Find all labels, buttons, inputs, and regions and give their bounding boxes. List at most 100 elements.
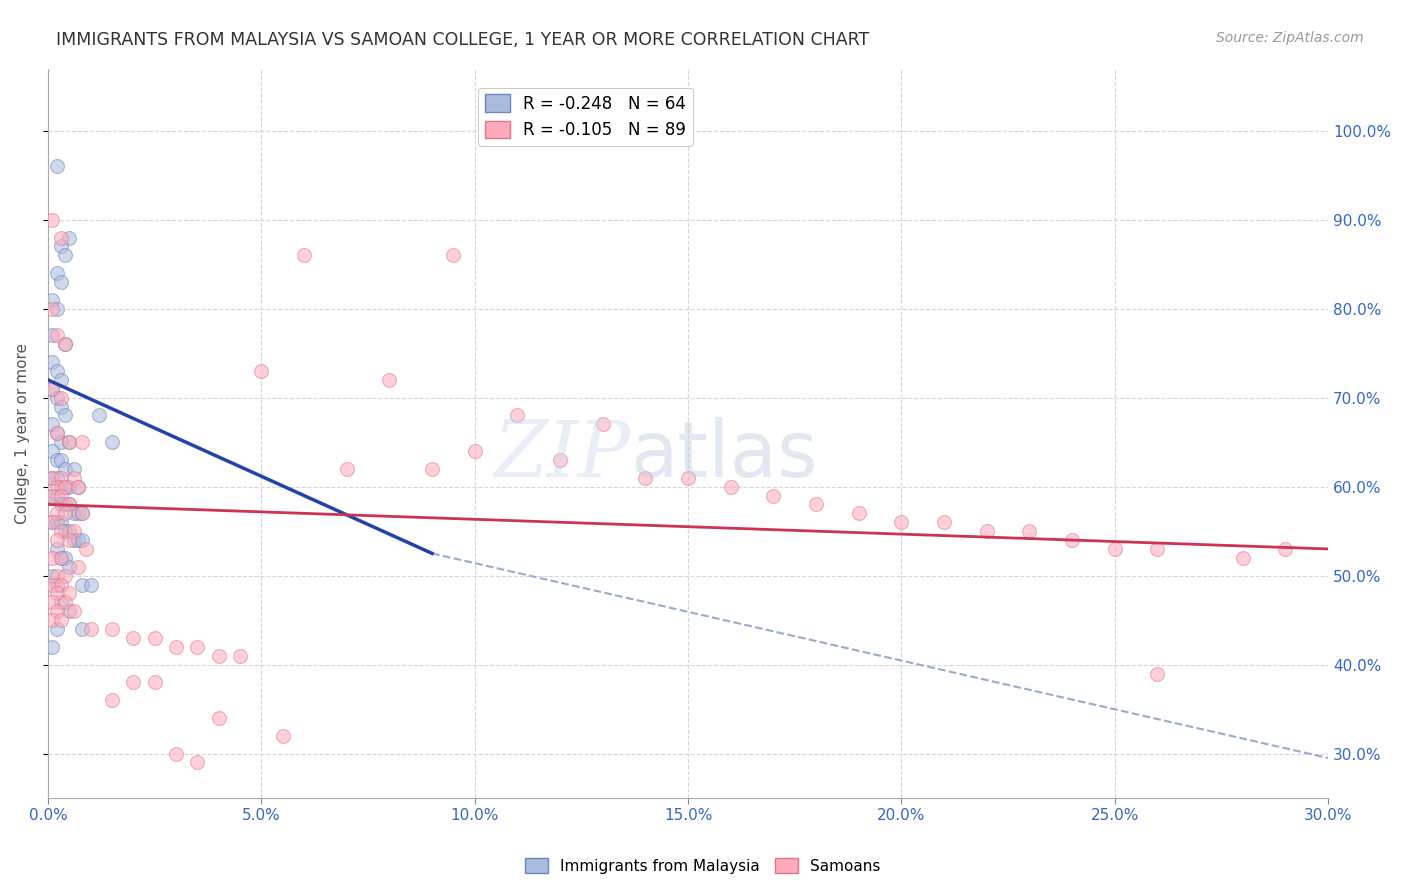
Point bbox=[41, 444, 63, 458]
Point bbox=[70, 533, 93, 547]
Point bbox=[41, 489, 63, 503]
Point bbox=[53, 248, 76, 262]
Point bbox=[45, 364, 67, 378]
Point bbox=[49, 453, 72, 467]
Point bbox=[75, 541, 97, 556]
Point bbox=[676, 471, 699, 485]
Point bbox=[53, 507, 76, 521]
Point bbox=[1232, 550, 1254, 565]
Point bbox=[53, 480, 76, 494]
Point bbox=[1146, 666, 1168, 681]
Point bbox=[58, 230, 80, 244]
Point bbox=[1146, 541, 1168, 556]
Point bbox=[49, 498, 72, 512]
Point bbox=[890, 515, 912, 529]
Point bbox=[41, 613, 63, 627]
Point bbox=[45, 426, 67, 441]
Point bbox=[292, 248, 315, 262]
Point bbox=[250, 364, 273, 378]
Point bbox=[41, 595, 63, 609]
Point bbox=[49, 471, 72, 485]
Point bbox=[58, 435, 80, 450]
Point bbox=[80, 577, 103, 591]
Text: ZIP: ZIP bbox=[494, 417, 630, 493]
Point bbox=[49, 239, 72, 253]
Point bbox=[45, 391, 67, 405]
Point bbox=[592, 417, 614, 432]
Point bbox=[41, 301, 63, 316]
Point bbox=[58, 533, 80, 547]
Point bbox=[58, 498, 80, 512]
Point bbox=[41, 382, 63, 396]
Point bbox=[49, 391, 72, 405]
Point bbox=[41, 355, 63, 369]
Point bbox=[49, 613, 72, 627]
Point bbox=[804, 498, 827, 512]
Point bbox=[45, 328, 67, 343]
Point bbox=[58, 524, 80, 538]
Point bbox=[208, 711, 231, 725]
Point bbox=[53, 337, 76, 351]
Point bbox=[45, 622, 67, 636]
Point bbox=[49, 550, 72, 565]
Point bbox=[932, 515, 955, 529]
Point bbox=[165, 640, 187, 654]
Point bbox=[186, 640, 208, 654]
Point bbox=[58, 586, 80, 600]
Point bbox=[41, 417, 63, 432]
Point bbox=[70, 507, 93, 521]
Legend: Immigrants from Malaysia, Samoans: Immigrants from Malaysia, Samoans bbox=[519, 852, 887, 880]
Point bbox=[45, 507, 67, 521]
Point bbox=[45, 489, 67, 503]
Point bbox=[506, 409, 529, 423]
Text: Source: ZipAtlas.com: Source: ZipAtlas.com bbox=[1216, 31, 1364, 45]
Point bbox=[62, 604, 84, 618]
Point bbox=[66, 559, 89, 574]
Point bbox=[49, 373, 72, 387]
Point bbox=[49, 489, 72, 503]
Y-axis label: College, 1 year or more: College, 1 year or more bbox=[15, 343, 30, 524]
Point bbox=[41, 382, 63, 396]
Point bbox=[53, 337, 76, 351]
Point bbox=[45, 160, 67, 174]
Point bbox=[66, 480, 89, 494]
Point bbox=[45, 541, 67, 556]
Point bbox=[62, 471, 84, 485]
Point bbox=[122, 675, 145, 690]
Point bbox=[143, 675, 166, 690]
Point bbox=[53, 480, 76, 494]
Point bbox=[49, 435, 72, 450]
Point bbox=[1274, 541, 1296, 556]
Point bbox=[229, 648, 252, 663]
Point bbox=[41, 577, 63, 591]
Point bbox=[53, 550, 76, 565]
Point bbox=[41, 515, 63, 529]
Point bbox=[976, 524, 998, 538]
Text: IMMIGRANTS FROM MALAYSIA VS SAMOAN COLLEGE, 1 YEAR OR MORE CORRELATION CHART: IMMIGRANTS FROM MALAYSIA VS SAMOAN COLLE… bbox=[56, 31, 869, 49]
Point bbox=[271, 729, 294, 743]
Point bbox=[58, 435, 80, 450]
Point bbox=[66, 507, 89, 521]
Point bbox=[1018, 524, 1040, 538]
Point bbox=[45, 515, 67, 529]
Point bbox=[848, 507, 870, 521]
Point bbox=[186, 756, 208, 770]
Point bbox=[53, 568, 76, 582]
Point bbox=[66, 480, 89, 494]
Point bbox=[45, 453, 67, 467]
Point bbox=[80, 622, 103, 636]
Point bbox=[45, 586, 67, 600]
Point bbox=[70, 622, 93, 636]
Point bbox=[49, 595, 72, 609]
Point bbox=[58, 559, 80, 574]
Point bbox=[49, 515, 72, 529]
Point bbox=[62, 462, 84, 476]
Point bbox=[49, 550, 72, 565]
Point bbox=[45, 471, 67, 485]
Point bbox=[720, 480, 742, 494]
Point bbox=[41, 489, 63, 503]
Point bbox=[53, 595, 76, 609]
Point bbox=[41, 212, 63, 227]
Point bbox=[62, 533, 84, 547]
Point bbox=[53, 409, 76, 423]
